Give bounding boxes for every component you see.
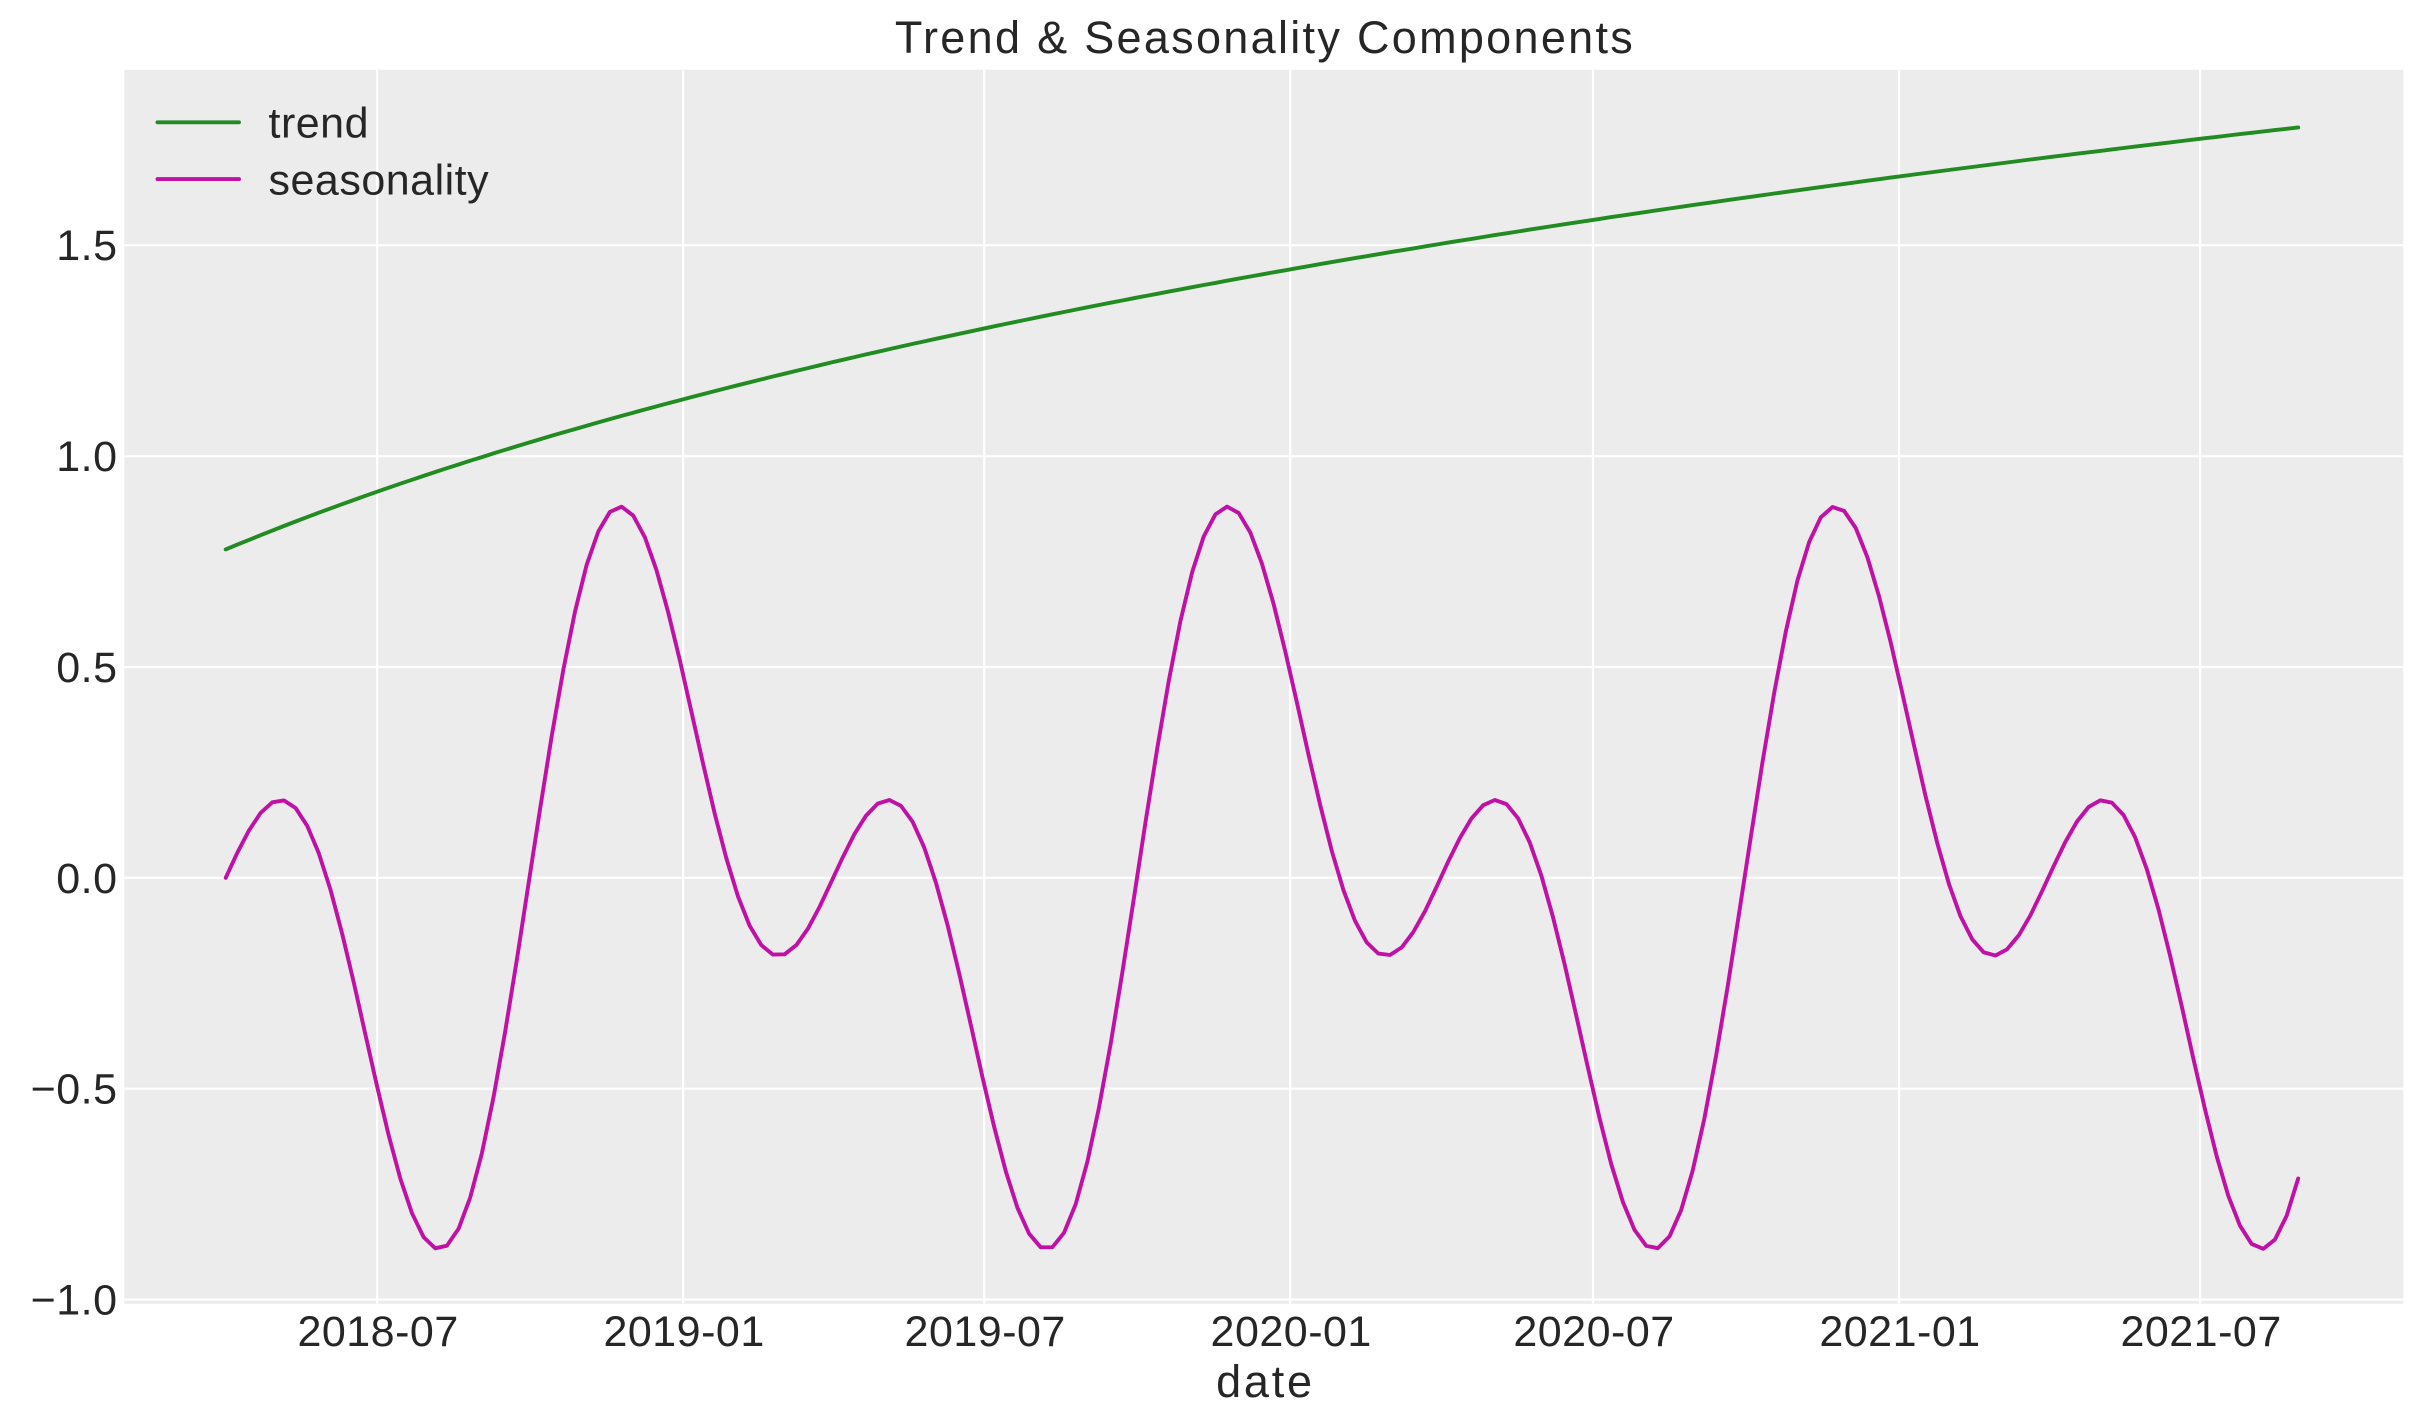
svg-text:2018-07: 2018-07 [297,1308,458,1356]
svg-text:date: date [1216,1356,1315,1407]
svg-text:2020-07: 2020-07 [1513,1308,1674,1356]
svg-text:0.5: 0.5 [56,644,117,692]
svg-text:seasonality: seasonality [269,157,490,205]
svg-text:Trend & Seasonality Components: Trend & Seasonality Components [895,12,1635,63]
svg-text:1.0: 1.0 [56,433,117,481]
svg-text:1.5: 1.5 [56,222,117,270]
svg-text:0.0: 0.0 [56,855,117,903]
svg-text:2021-07: 2021-07 [2120,1308,2281,1356]
svg-text:−0.5: −0.5 [31,1066,118,1114]
svg-text:trend: trend [269,99,370,147]
svg-text:−1.0: −1.0 [31,1277,118,1325]
svg-text:2020-01: 2020-01 [1211,1308,1372,1356]
svg-text:2019-01: 2019-01 [603,1308,764,1356]
svg-text:2021-01: 2021-01 [1819,1308,1980,1356]
svg-text:2019-07: 2019-07 [905,1308,1066,1356]
